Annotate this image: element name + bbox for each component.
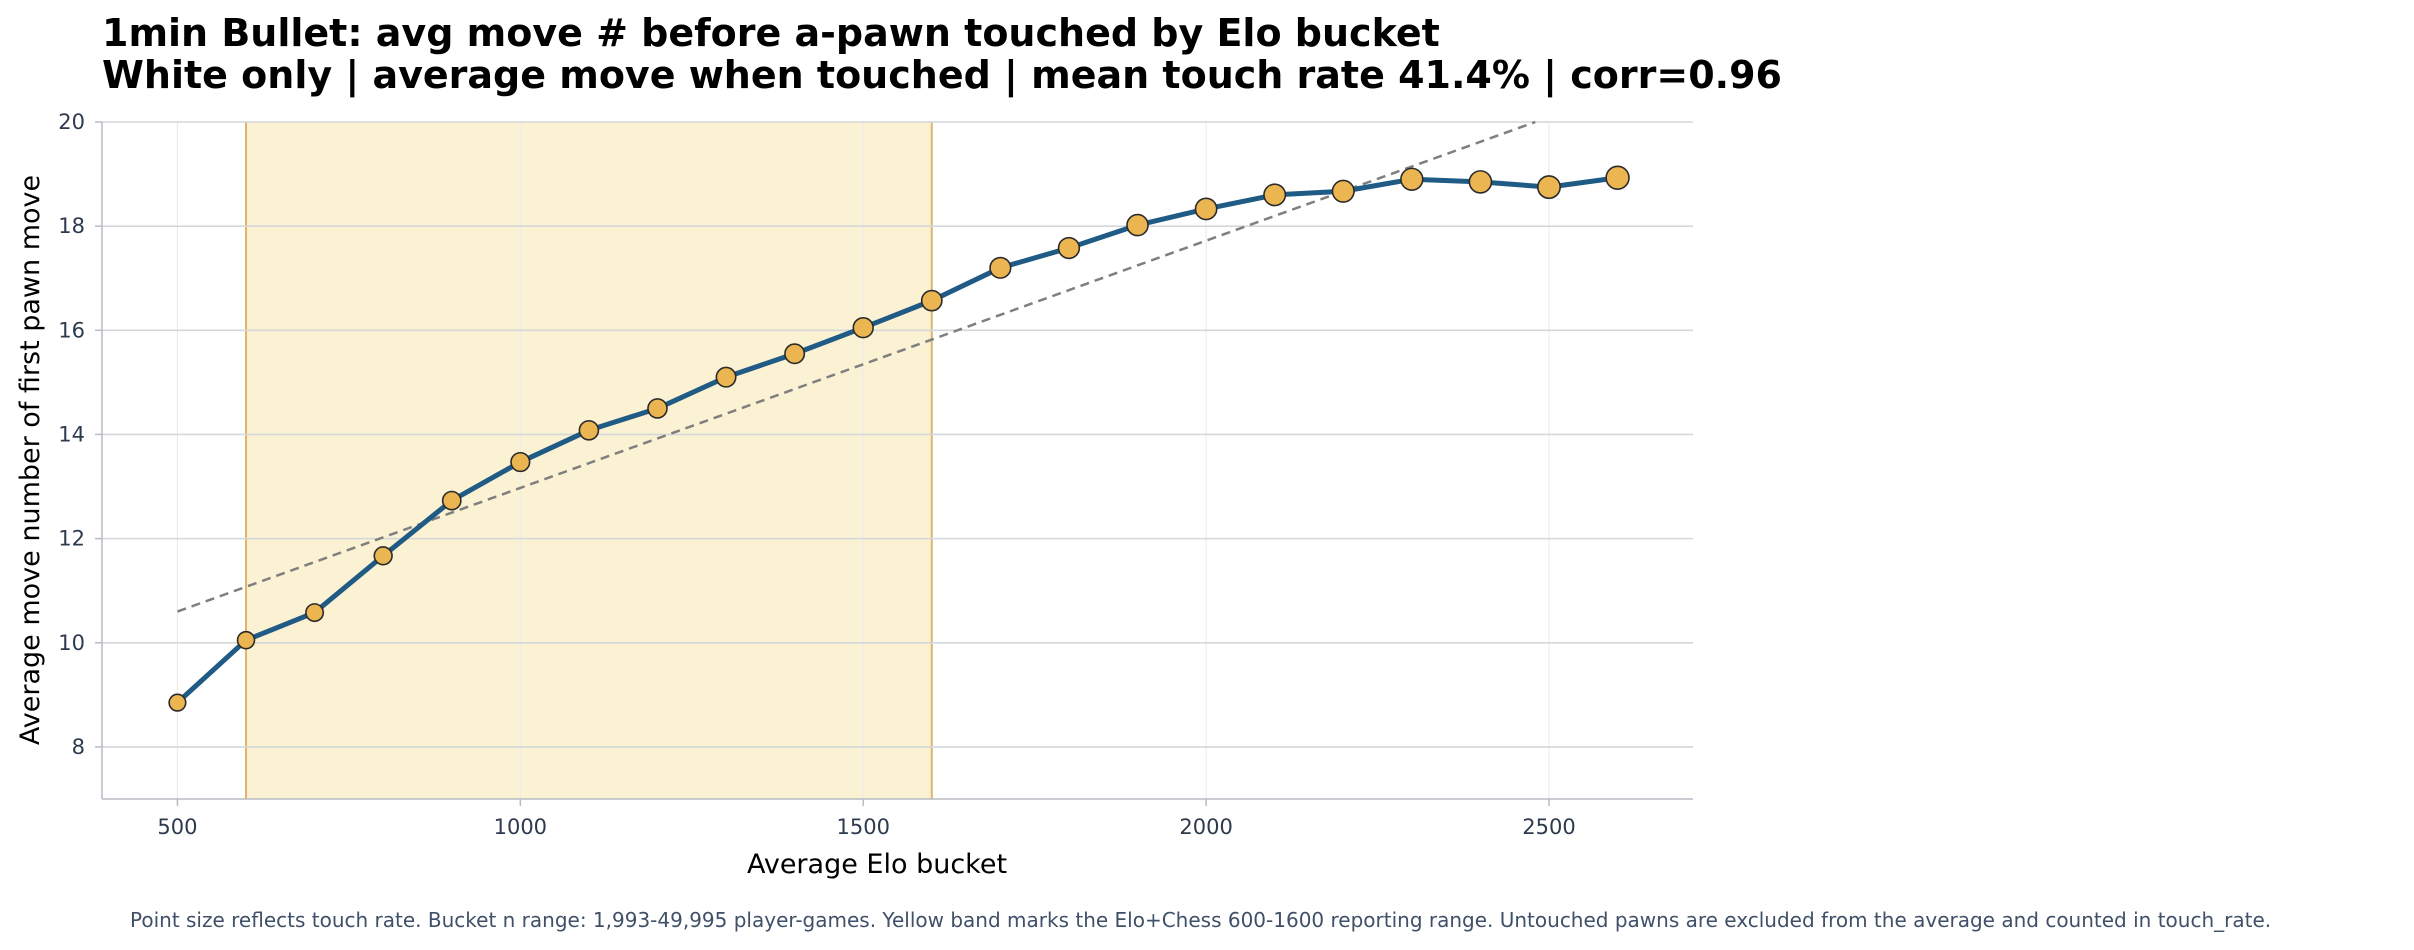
highlight-band-layer [245, 122, 933, 799]
chart-footnote: Point size reflects touch rate. Bucket n… [130, 908, 2271, 932]
data-point-600 [236, 630, 256, 650]
x-axis-label: Average Elo bucket [747, 849, 1007, 880]
data-point-2600 [1605, 165, 1630, 190]
data-point-1000 [510, 451, 531, 473]
data-point-1900 [1126, 213, 1149, 237]
axes-layer [101, 122, 1693, 800]
y-tick-label-18: 18 [58, 214, 85, 238]
highlight-band [246, 122, 932, 799]
y-tick-label-14: 14 [58, 422, 85, 446]
data-point-1400 [784, 343, 806, 365]
chart-title-line-2: White only | average move when touched |… [102, 53, 1782, 98]
x-tick-label-2000: 2000 [1179, 815, 1232, 839]
data-point-2500 [1537, 175, 1561, 200]
data-point-1700 [989, 256, 1012, 279]
data-point-1100 [578, 419, 600, 441]
points-layer [168, 165, 1630, 712]
data-point-700 [305, 603, 325, 623]
tick-label-layer: 500 1000 1500 2000 2500 8 10 12 14 16 18 20 [58, 110, 1575, 839]
series-line [174, 175, 1621, 706]
x-tick-label-500: 500 [157, 815, 197, 839]
data-point-500 [168, 693, 187, 712]
data-point-1500 [852, 317, 874, 339]
data-point-2300 [1400, 167, 1424, 191]
data-point-1300 [715, 366, 737, 388]
data-point-800 [373, 546, 393, 566]
chart-title-line-1: 1min Bullet: avg move # before a-pawn to… [102, 11, 1440, 55]
y-axis-label: Average move number of first pawn move [15, 175, 46, 745]
y-tick-label-10: 10 [58, 631, 85, 655]
y-tick-label-16: 16 [58, 318, 85, 342]
grid-layer [102, 121, 1693, 799]
data-point-2000 [1194, 197, 1218, 221]
plot-area: 500 1000 1500 2000 2500 8 10 12 14 16 18 20 [58, 110, 1693, 839]
x-tick-label-2500: 2500 [1522, 815, 1575, 839]
trend-layer [177, 120, 1536, 613]
data-point-900 [441, 490, 462, 511]
y-tick-label-12: 12 [58, 527, 85, 551]
x-tick-label-1500: 1500 [836, 815, 889, 839]
data-point-1200 [647, 398, 668, 419]
data-point-1600 [920, 289, 943, 312]
y-tick-label-20: 20 [58, 110, 85, 134]
series-layer [174, 175, 1621, 706]
data-point-1800 [1057, 236, 1081, 260]
trend-line [177, 120, 1536, 613]
data-point-2200 [1331, 179, 1355, 203]
y-tick-label-8: 8 [72, 735, 85, 759]
data-point-2400 [1468, 170, 1493, 194]
x-tick-label-1000: 1000 [494, 815, 547, 839]
data-point-2100 [1263, 183, 1287, 207]
